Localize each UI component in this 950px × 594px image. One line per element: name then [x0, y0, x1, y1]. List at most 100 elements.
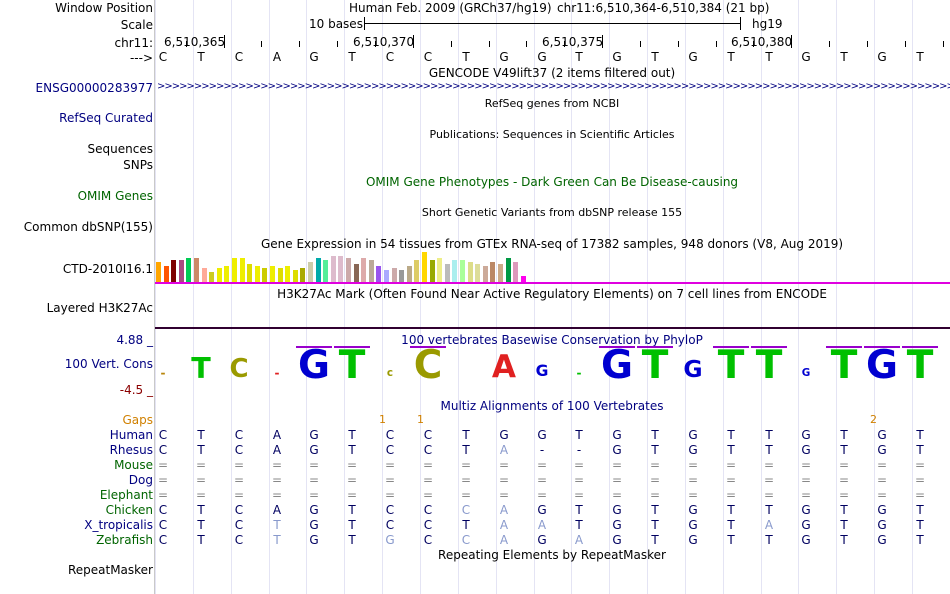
alignment-base: T [197, 503, 205, 517]
gtex-tissue-bar[interactable] [308, 262, 313, 282]
gtex-tissue-bar[interactable] [224, 266, 230, 282]
gtex-tissue-bar[interactable] [186, 258, 192, 282]
ruler-minor-tick [867, 41, 868, 47]
gtex-tissue-bar[interactable] [232, 258, 237, 282]
cons-label[interactable]: 100 Vert. Cons [64, 357, 153, 371]
gtex-tissue-bar[interactable] [323, 260, 329, 282]
gtex-tissue-bar[interactable] [467, 262, 473, 282]
omim-label[interactable]: OMIM Genes [77, 189, 153, 203]
pubs-label[interactable]: Sequences [87, 142, 153, 156]
gtex-tissue-bar[interactable] [292, 270, 298, 282]
species-label[interactable]: Rhesus [109, 443, 153, 457]
gtex-tissue-bar[interactable] [285, 266, 291, 282]
gtex-tissue-bar[interactable] [399, 270, 405, 282]
gencode-gene-feature[interactable]: >>>>>>>>>>>>>>>>>>>>>>>>>>>>>>>>>>>>>>>>… [157, 81, 950, 92]
alignment-base: C [385, 518, 395, 532]
gtex-tissue-bar[interactable] [338, 256, 344, 282]
gtex-tissue-bar[interactable] [460, 260, 465, 282]
multiz-track-title[interactable]: Multiz Alignments of 100 Vertebrates [440, 399, 664, 413]
omim-track-title[interactable]: OMIM Gene Phenotypes - Dark Green Can Be… [365, 175, 739, 189]
gtex-tissue-bar[interactable] [239, 258, 245, 282]
h3k27ac-label[interactable]: Layered H3K27Ac [46, 301, 153, 315]
gtex-tissue-bar[interactable] [444, 264, 450, 282]
species-label[interactable]: Chicken [105, 503, 153, 517]
ruler-tick-label: 6,510,375 [542, 35, 604, 49]
gtex-tissue-bar[interactable] [247, 264, 253, 282]
repeatmasker-track-title[interactable]: Repeating Elements by RepeatMasker [438, 548, 666, 562]
grid-line [723, 0, 724, 594]
gencode-gene-label[interactable]: ENSG00000283977 [35, 81, 153, 95]
ruler-minor-tick [716, 41, 717, 47]
alignment-base: T [348, 443, 356, 457]
refseq-label[interactable]: RefSeq Curated [59, 111, 153, 125]
dbsnp-label[interactable]: Common dbSNP(155) [23, 220, 153, 234]
gtex-tissue-bar[interactable] [414, 260, 420, 282]
alignment-base: - [539, 443, 545, 457]
gtex-tissue-bar[interactable] [346, 258, 351, 282]
gtex-tissue-bar[interactable] [361, 258, 367, 282]
species-label[interactable]: Elephant [99, 488, 153, 502]
gencode-track-title[interactable]: GENCODE V49lift37 (2 items filtered out) [428, 66, 676, 80]
gtex-track-title[interactable]: Gene Expression in 54 tissues from GTEx … [260, 237, 844, 251]
gtex-tissue-bar[interactable] [315, 258, 321, 282]
gtex-tissue-bar[interactable] [194, 258, 199, 282]
refseq-track-title[interactable]: RefSeq genes from NCBI [484, 97, 620, 110]
pubs-track-title[interactable]: Publications: Sequences in Scientific Ar… [429, 128, 675, 141]
gtex-tissue-bar[interactable] [163, 266, 169, 282]
base: G [537, 50, 547, 64]
species-label[interactable]: X_tropicalis [84, 518, 153, 532]
gtex-tissue-bar[interactable] [209, 272, 215, 282]
gtex-tissue-bar[interactable] [498, 264, 503, 282]
gtex-tissue-bar[interactable] [429, 260, 435, 282]
cons-track-title[interactable]: 100 vertebrates Basewise Conservation by… [401, 333, 703, 347]
gtex-tissue-bar[interactable] [216, 268, 222, 282]
gtex-tissue-bar[interactable] [513, 262, 519, 282]
gtex-tissue-bar[interactable] [475, 264, 481, 282]
gtex-gene-label[interactable]: CTD-2010I16.1 [62, 262, 153, 276]
gtex-tissue-bar[interactable] [422, 252, 427, 282]
h3k27ac-track-title[interactable]: H3K27Ac Mark (Often Found Near Active Re… [277, 287, 827, 301]
gtex-tissue-bar[interactable] [376, 266, 382, 282]
dbsnp-track-title[interactable]: Short Genetic Variants from dbSNP releas… [421, 206, 683, 219]
gtex-tissue-bar[interactable] [384, 270, 389, 282]
alignment-base: T [916, 503, 924, 517]
gtex-tissue-bar[interactable] [520, 276, 526, 282]
species-label[interactable]: Mouse [114, 458, 153, 472]
alignment-base: T [348, 503, 356, 517]
gtex-tissue-bar[interactable] [270, 266, 275, 282]
species-label[interactable]: Zebrafish [96, 533, 153, 547]
position-title[interactable]: chr11:6,510,364-6,510,384 (21 bp) [557, 1, 770, 15]
gtex-tissue-bar[interactable] [277, 268, 283, 282]
alignment-base: G [385, 533, 395, 547]
gtex-tissue-bar[interactable] [437, 258, 443, 282]
gaps-label[interactable]: Gaps [122, 413, 153, 427]
ruler-minor-tick [299, 41, 300, 47]
species-label[interactable]: Human [109, 428, 153, 442]
gtex-tissue-bar[interactable] [171, 260, 177, 282]
gtex-tissue-bar[interactable] [482, 266, 488, 282]
gtex-tissue-bar[interactable] [300, 268, 306, 282]
snps-label[interactable]: SNPs [123, 158, 153, 172]
gtex-tissue-bar[interactable] [391, 268, 397, 282]
alignment-base: G [309, 443, 319, 457]
gtex-tissue-bar[interactable] [490, 262, 496, 282]
conservation-base-glyph: T [338, 343, 366, 388]
gtex-tissue-bar[interactable] [353, 264, 359, 282]
gtex-tissue-bar[interactable] [254, 266, 260, 282]
gtex-tissue-bar[interactable] [178, 260, 184, 282]
species-label[interactable]: Dog [128, 473, 153, 487]
alignment-base: = [384, 488, 396, 502]
alignment-base: = [687, 458, 699, 472]
gtex-tissue-bar[interactable] [201, 268, 207, 282]
gtex-tissue-bar[interactable] [262, 268, 268, 282]
gtex-tissue-bar[interactable] [452, 260, 458, 282]
gtex-tissue-bar[interactable] [330, 256, 336, 282]
alignment-base: T [840, 533, 848, 547]
gtex-tissue-bar[interactable] [406, 266, 412, 282]
gtex-tissue-bar[interactable] [368, 260, 374, 282]
gtex-tissue-bar[interactable] [156, 262, 161, 282]
repeatmasker-label[interactable]: RepeatMasker [67, 563, 153, 577]
gtex-tissue-bar[interactable] [505, 258, 511, 282]
alignment-base: T [651, 518, 659, 532]
base: C [423, 50, 433, 64]
